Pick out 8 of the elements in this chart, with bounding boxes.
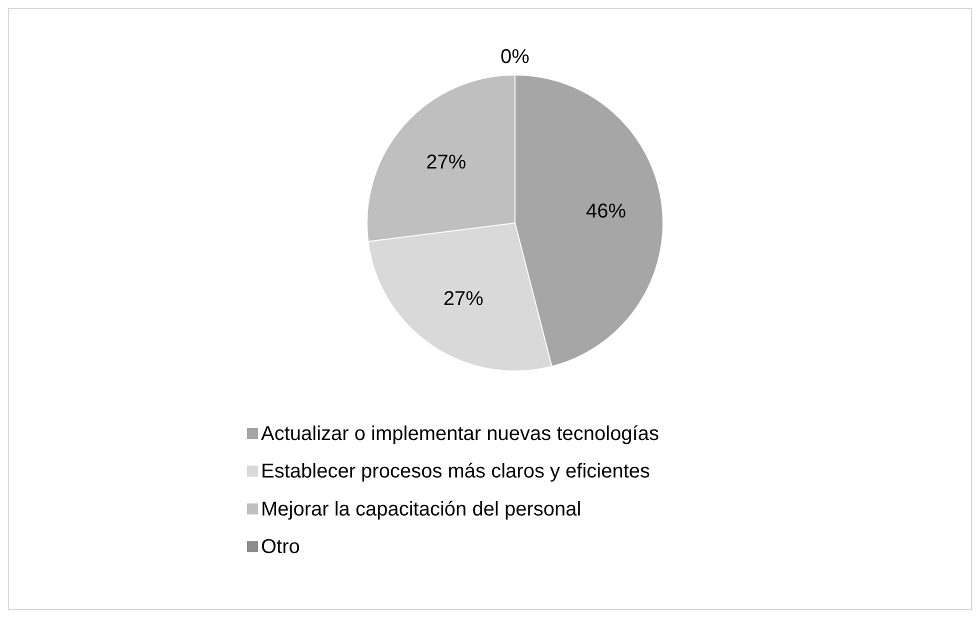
data-label: 46%	[586, 200, 626, 222]
legend-label: Establecer procesos más claros y eficientes	[261, 460, 650, 483]
data-label: 27%	[443, 288, 484, 310]
legend-label: Actualizar o implementar nuevas tecnologías	[261, 423, 659, 445]
legend-label: Otro	[261, 536, 300, 558]
legend-label: Mejorar la capacitación del personal	[261, 498, 582, 520]
text: 0%	[500, 46, 530, 68]
data-label: 27%	[426, 151, 466, 174]
